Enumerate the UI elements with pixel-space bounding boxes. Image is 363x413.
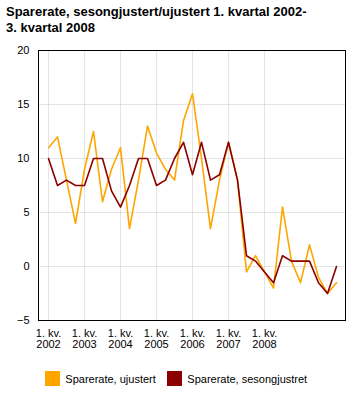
svg-text:10: 10 (17, 152, 29, 164)
svg-text:0: 0 (23, 260, 29, 272)
html-text:Sparerate, sesongjustret: Sparerate, sesongjustret (187, 372, 308, 385)
html-text:Sparerate, ujustert: Sparerate, ujustert (65, 372, 156, 385)
svg-text:1. kv.2006: 1. kv.2006 (180, 327, 205, 350)
html-text:Sparerate, sesongjustert/ujust: Sparerate, sesongjustert/ujustert 1. kva… (6, 4, 307, 35)
svg-text:1. kv.2007: 1. kv.2007 (216, 327, 241, 350)
svg-text:1. kv.2008: 1. kv.2008 (252, 327, 277, 350)
svg-text:1. kv.2003: 1. kv.2003 (72, 327, 97, 350)
svg-text:1. kv.2004: 1. kv.2004 (108, 327, 133, 350)
svg-text:15: 15 (17, 98, 29, 110)
svg-text:1. kv.2005: 1. kv.2005 (144, 327, 169, 350)
svg-text:5: 5 (23, 206, 29, 218)
svg-text:1. kv.2002: 1. kv.2002 (36, 327, 61, 350)
svg-text:−5: −5 (17, 314, 30, 326)
svg-text:20: 20 (17, 44, 29, 56)
